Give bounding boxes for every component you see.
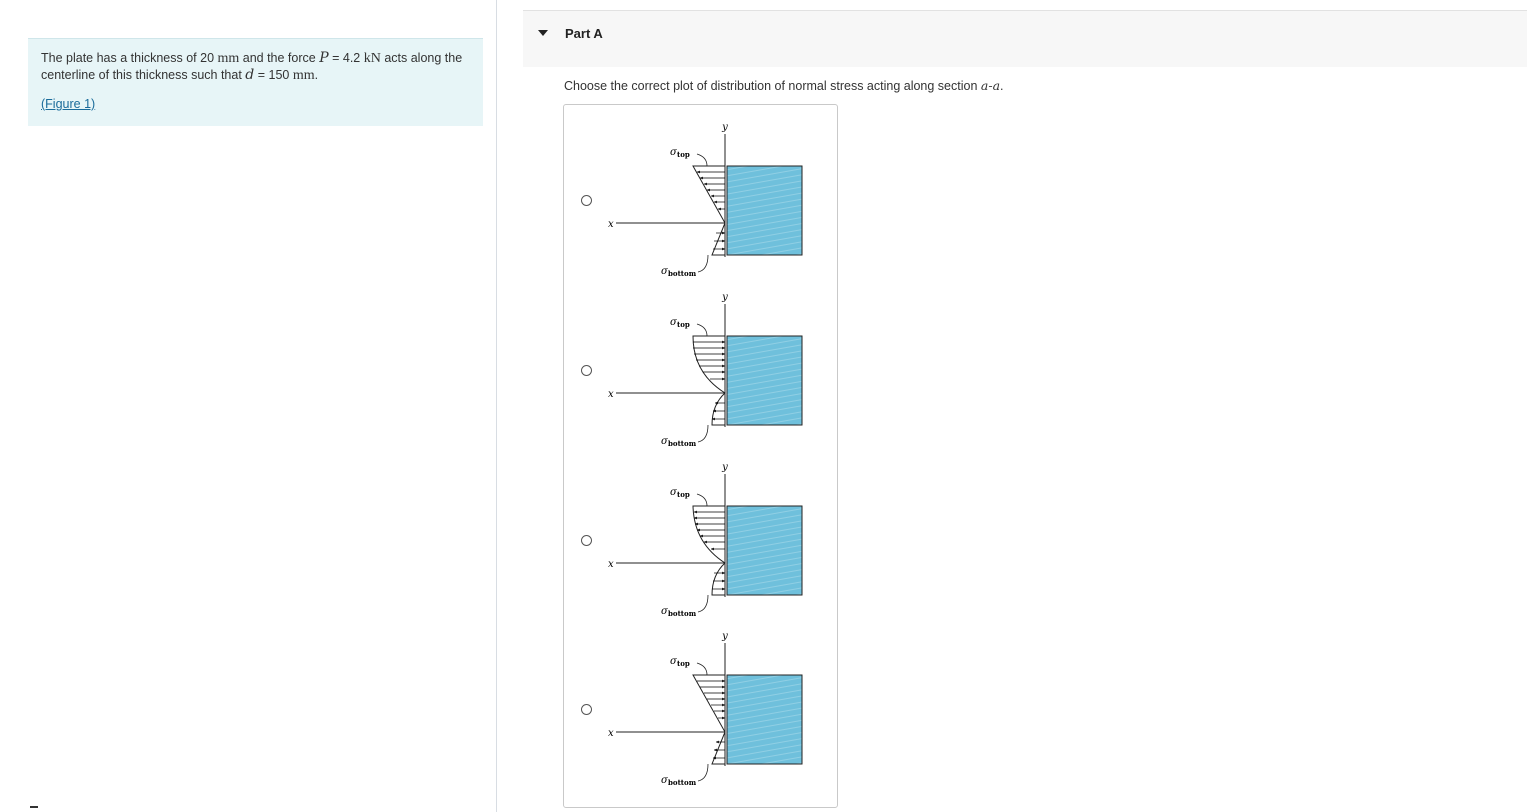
top-subscript: top (677, 150, 690, 159)
sigma-bottom: σ (661, 606, 669, 617)
stress-distribution (692, 335, 726, 426)
option-1-radio[interactable] (581, 195, 592, 206)
sigma-bottom: σ (661, 436, 669, 447)
bottom-subscript: bottom (668, 609, 697, 618)
left-pane: The plate has a thickness of 20 mm and t… (0, 0, 496, 812)
bottom-subscript: bottom (668, 439, 697, 448)
bottom-leader (697, 594, 709, 613)
block-section (726, 165, 803, 256)
problem-statement: The plate has a thickness of 20 mm and t… (28, 38, 483, 126)
stress-distribution (692, 165, 726, 256)
sigma-bottom: σ (661, 775, 669, 786)
problem-text-2: and the force (239, 51, 320, 65)
question-prefix: Choose the correct plot of distribution … (564, 79, 981, 93)
sigma-top: σ (670, 487, 678, 498)
top-leader (696, 493, 708, 507)
sigma-top: σ (670, 147, 678, 158)
question-suffix: . (1000, 79, 1004, 93)
var-d: d (245, 67, 255, 83)
x-label: x (608, 389, 614, 400)
part-title: Part A (565, 26, 603, 41)
block-section (726, 505, 803, 596)
stress-arrows (697, 679, 725, 760)
option-3-radio[interactable] (581, 535, 592, 546)
answer-options: y x σ top σ bottom y x σ top σ bo (563, 104, 838, 808)
top-leader (696, 323, 708, 337)
top-leader (696, 662, 708, 676)
block-section (726, 674, 803, 765)
y-label: y (721, 631, 728, 642)
option-3-plot[interactable]: y x σ top σ bottom (594, 457, 834, 627)
x-label: x (608, 728, 614, 739)
option-4-radio[interactable] (581, 704, 592, 715)
bottom-leader (697, 254, 709, 273)
x-label: x (608, 559, 614, 570)
cut-off-heading (30, 806, 38, 808)
stress-arrows (697, 170, 725, 251)
unit-mm-2: mm (292, 68, 315, 83)
unit-mm: mm (217, 51, 240, 66)
problem-text-4: acts along the centerline of this thickn… (41, 51, 463, 82)
option-2-plot[interactable]: y x σ top σ bottom (594, 287, 834, 457)
sigma-bottom: σ (661, 266, 669, 277)
top-subscript: top (677, 320, 690, 329)
y-label: y (721, 462, 728, 473)
bottom-leader (697, 424, 709, 443)
problem-text-5: = 150 (254, 68, 293, 82)
unit-kn: kN (363, 51, 381, 66)
part-a-header[interactable]: Part A (523, 10, 1527, 67)
bottom-leader (697, 763, 709, 782)
figure-link[interactable]: (Figure 1) (41, 97, 96, 111)
top-leader (696, 153, 708, 167)
top-subscript: top (677, 490, 690, 499)
bottom-subscript: bottom (668, 778, 697, 787)
sigma-top: σ (670, 317, 678, 328)
caret-down-icon[interactable] (538, 30, 548, 36)
problem-text-1: The plate has a thickness of 20 (41, 51, 218, 65)
option-2-radio[interactable] (581, 365, 592, 376)
stress-distribution (692, 505, 726, 596)
option-4-plot[interactable]: y x σ top σ bottom (594, 626, 834, 796)
option-1-plot[interactable]: y x σ top σ bottom (594, 117, 834, 287)
block-section (726, 335, 803, 426)
pane-divider[interactable] (496, 0, 497, 812)
stress-distribution (692, 674, 726, 765)
problem-text-3: = 4.2 (328, 51, 364, 65)
section-label: a-a (980, 78, 1001, 93)
sigma-top: σ (670, 656, 678, 667)
top-subscript: top (677, 659, 690, 668)
problem-text-6: . (314, 68, 319, 82)
x-label: x (608, 219, 614, 230)
bottom-subscript: bottom (668, 269, 697, 278)
y-label: y (721, 292, 728, 303)
question-text: Choose the correct plot of distribution … (564, 78, 1004, 93)
stress-arrows (694, 510, 725, 591)
y-label: y (721, 122, 728, 133)
stress-arrows (693, 340, 725, 421)
var-p: P (319, 50, 329, 66)
